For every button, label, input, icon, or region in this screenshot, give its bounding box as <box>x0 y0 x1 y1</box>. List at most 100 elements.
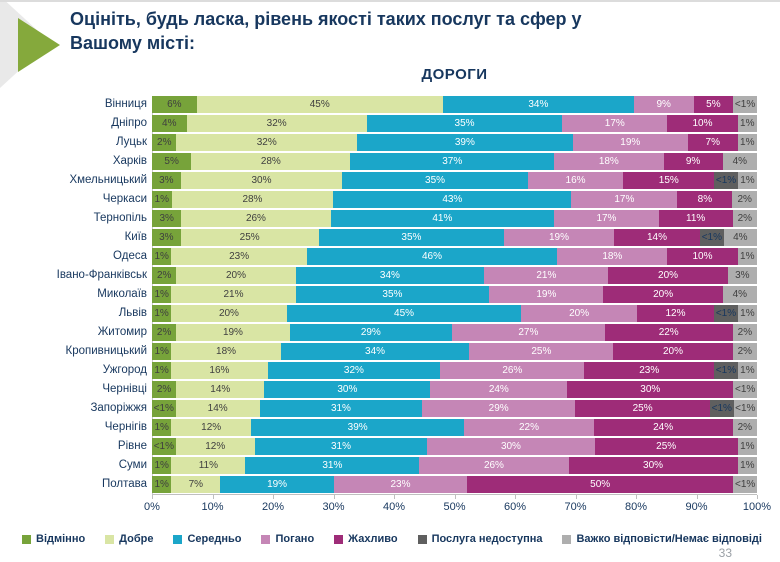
bar-row: Кропивницький 1% 18% 34% 25% 20% 2% <box>0 343 757 360</box>
bar-row: Ужгород 1% 16% 32% 26% 23% <1% 1% <box>0 362 757 379</box>
bar-segment-no-answer: <1% <box>733 96 757 113</box>
bar-segment-value: 28% <box>242 194 263 205</box>
bar-segment-value: 16% <box>209 365 230 376</box>
bar-segment-value: 39% <box>454 137 475 148</box>
bar-segment-good: 32% <box>186 115 367 132</box>
bar-segment-no-answer: <1% <box>733 476 758 493</box>
stacked-bar: 2% 32% 39% 19% 7% 1% <box>152 134 757 151</box>
tick-mark <box>757 495 758 499</box>
bar-segment-bad: 26% <box>440 362 585 379</box>
bar-segment-value: 5% <box>164 156 179 167</box>
bar-segment-value: 30% <box>251 175 272 186</box>
category-label: Вінниця <box>104 98 147 110</box>
bar-segment-average: 35% <box>295 286 490 303</box>
bar-segment-terrible: 10% <box>667 115 738 132</box>
bar-segment-no-answer: <1% <box>733 381 757 398</box>
bar-segment-average: 35% <box>366 115 563 132</box>
page-number: 33 <box>718 546 732 560</box>
legend-swatch-icon <box>22 534 31 544</box>
bar-segment-good: 25% <box>180 229 319 246</box>
stacked-bar: 1% 21% 35% 19% 20% 4% <box>152 286 757 303</box>
category-label: Хмельницький <box>69 174 147 186</box>
category-label: Київ <box>124 231 147 243</box>
bar-segment-bad: 26% <box>419 457 569 474</box>
bar-segment-terrible: 23% <box>584 362 715 379</box>
bar-row: Вінниця 6% 45% 34% 9% 5% <1% <box>0 96 757 113</box>
bar-segment-value: 45% <box>309 99 330 110</box>
bar-segment-value: 10% <box>692 251 713 262</box>
bar-row: Житомир 2% 19% 29% 27% 22% 2% <box>0 324 758 341</box>
bar-segment-value: 20% <box>218 308 239 319</box>
tick-mark <box>333 495 335 499</box>
bar-segment-excellent: 2% <box>152 267 177 284</box>
bar-row: Тернопіль 3% 26% 41% 17% 11% 2% <box>0 210 757 227</box>
bar-row: Київ 3% 25% 35% 19% 14% <1% 4% <box>0 229 757 246</box>
bar-segment-value: 37% <box>442 156 463 167</box>
bar-segment-bad: 25% <box>469 343 614 360</box>
bar-segment-value: 29% <box>488 403 509 414</box>
stacked-bar: 6% 45% 34% 9% 5% <1% <box>152 96 757 113</box>
stacked-bar: 1% 12% 39% 22% 24% 2% <box>152 419 757 436</box>
bar-segment-bad: 19% <box>504 229 614 246</box>
bar-segment-no-answer: 1% <box>737 172 757 189</box>
bar-segment-average: 19% <box>220 476 334 493</box>
bar-segment-bad: 29% <box>422 400 576 417</box>
bar-segment-value: 24% <box>488 384 509 395</box>
legend-swatch-icon <box>261 534 271 544</box>
tick-mark <box>273 495 274 499</box>
bar-segment-average: 32% <box>267 362 441 379</box>
legend-swatch-icon <box>105 534 115 544</box>
bar-segment-excellent: 1% <box>152 286 172 303</box>
tick-label: 100% <box>742 501 772 513</box>
bar-segment-no-answer: 2% <box>732 210 757 227</box>
bar-row: Запоріжжя <1% 14% 31% 29% 25% <1% <1% <box>0 400 758 417</box>
bar-segment-value: 4% <box>162 118 177 129</box>
bar-row: Хмельницький 3% 30% 35% 16% 15% <1% 1% <box>0 172 757 189</box>
stacked-bar: 1% 11% 31% 26% 30% 1% <box>152 457 757 474</box>
bar-segment-excellent: 1% <box>152 419 172 436</box>
bar-segment-no-answer: 1% <box>737 438 758 455</box>
bar-segment-value: 41% <box>432 213 453 224</box>
category-label: Суми <box>118 459 147 471</box>
bar-segment-value: 31% <box>330 403 351 414</box>
bar-segment-value: 20% <box>569 308 590 319</box>
stacked-bar: 4% 32% 35% 17% 10% 1% <box>152 115 757 132</box>
stacked-bar: 3% 26% 41% 17% 11% 2% <box>152 210 757 227</box>
legend-swatch-icon <box>562 534 572 544</box>
bar-segment-terrible: 20% <box>613 343 733 360</box>
legend-item-service-unavailable: Послуга недоступна <box>417 533 543 545</box>
bar-segment-terrible: 14% <box>613 229 701 246</box>
bar-segment-excellent: 2% <box>152 324 177 341</box>
bar-segment-average: 39% <box>250 419 465 436</box>
bar-segment-value: 46% <box>421 251 442 262</box>
bar-segment-value: <1% <box>153 403 174 414</box>
bar-segment-average: 37% <box>350 153 555 170</box>
bar-segment-bad: 19% <box>572 134 688 151</box>
bar-segment-excellent: <1% <box>152 400 176 417</box>
bar-segment-service-unavailable: <1% <box>714 362 738 379</box>
legend-item-good: Добре <box>105 533 154 545</box>
tick-label: 40% <box>382 501 406 513</box>
bar-segment-good: 20% <box>171 305 287 322</box>
tick-label: 30% <box>322 501 345 513</box>
bar-segment-value: 50% <box>590 479 611 490</box>
legend-item-average: Середньо <box>173 533 242 545</box>
bar-segment-value: 11% <box>686 213 706 224</box>
bar-row: Луцьк 2% 32% 39% 19% 7% 1% <box>0 134 757 151</box>
bar-segment-terrible: 20% <box>608 267 728 284</box>
bar-segment-value: 30% <box>337 384 358 395</box>
stacked-bar: 1% 28% 43% 17% 8% 2% <box>152 191 757 208</box>
bar-segment-terrible: 11% <box>658 210 733 227</box>
tick-label: 70% <box>564 501 587 513</box>
bar-segment-value: 34% <box>365 346 386 357</box>
bar-segment-terrible: 30% <box>567 381 734 398</box>
category-label: Дніпро <box>111 117 147 129</box>
bar-segment-no-answer: 1% <box>737 115 757 132</box>
bar-segment-value: 15% <box>658 175 679 186</box>
legend-label: Добре <box>119 533 154 545</box>
legend-item-excellent: Відмінно <box>22 533 85 545</box>
bar-segment-no-answer: 1% <box>737 457 757 474</box>
bar-segment-value: 2% <box>156 384 172 395</box>
bar-segment-value: 20% <box>225 270 246 281</box>
tick-label: 90% <box>685 501 708 513</box>
